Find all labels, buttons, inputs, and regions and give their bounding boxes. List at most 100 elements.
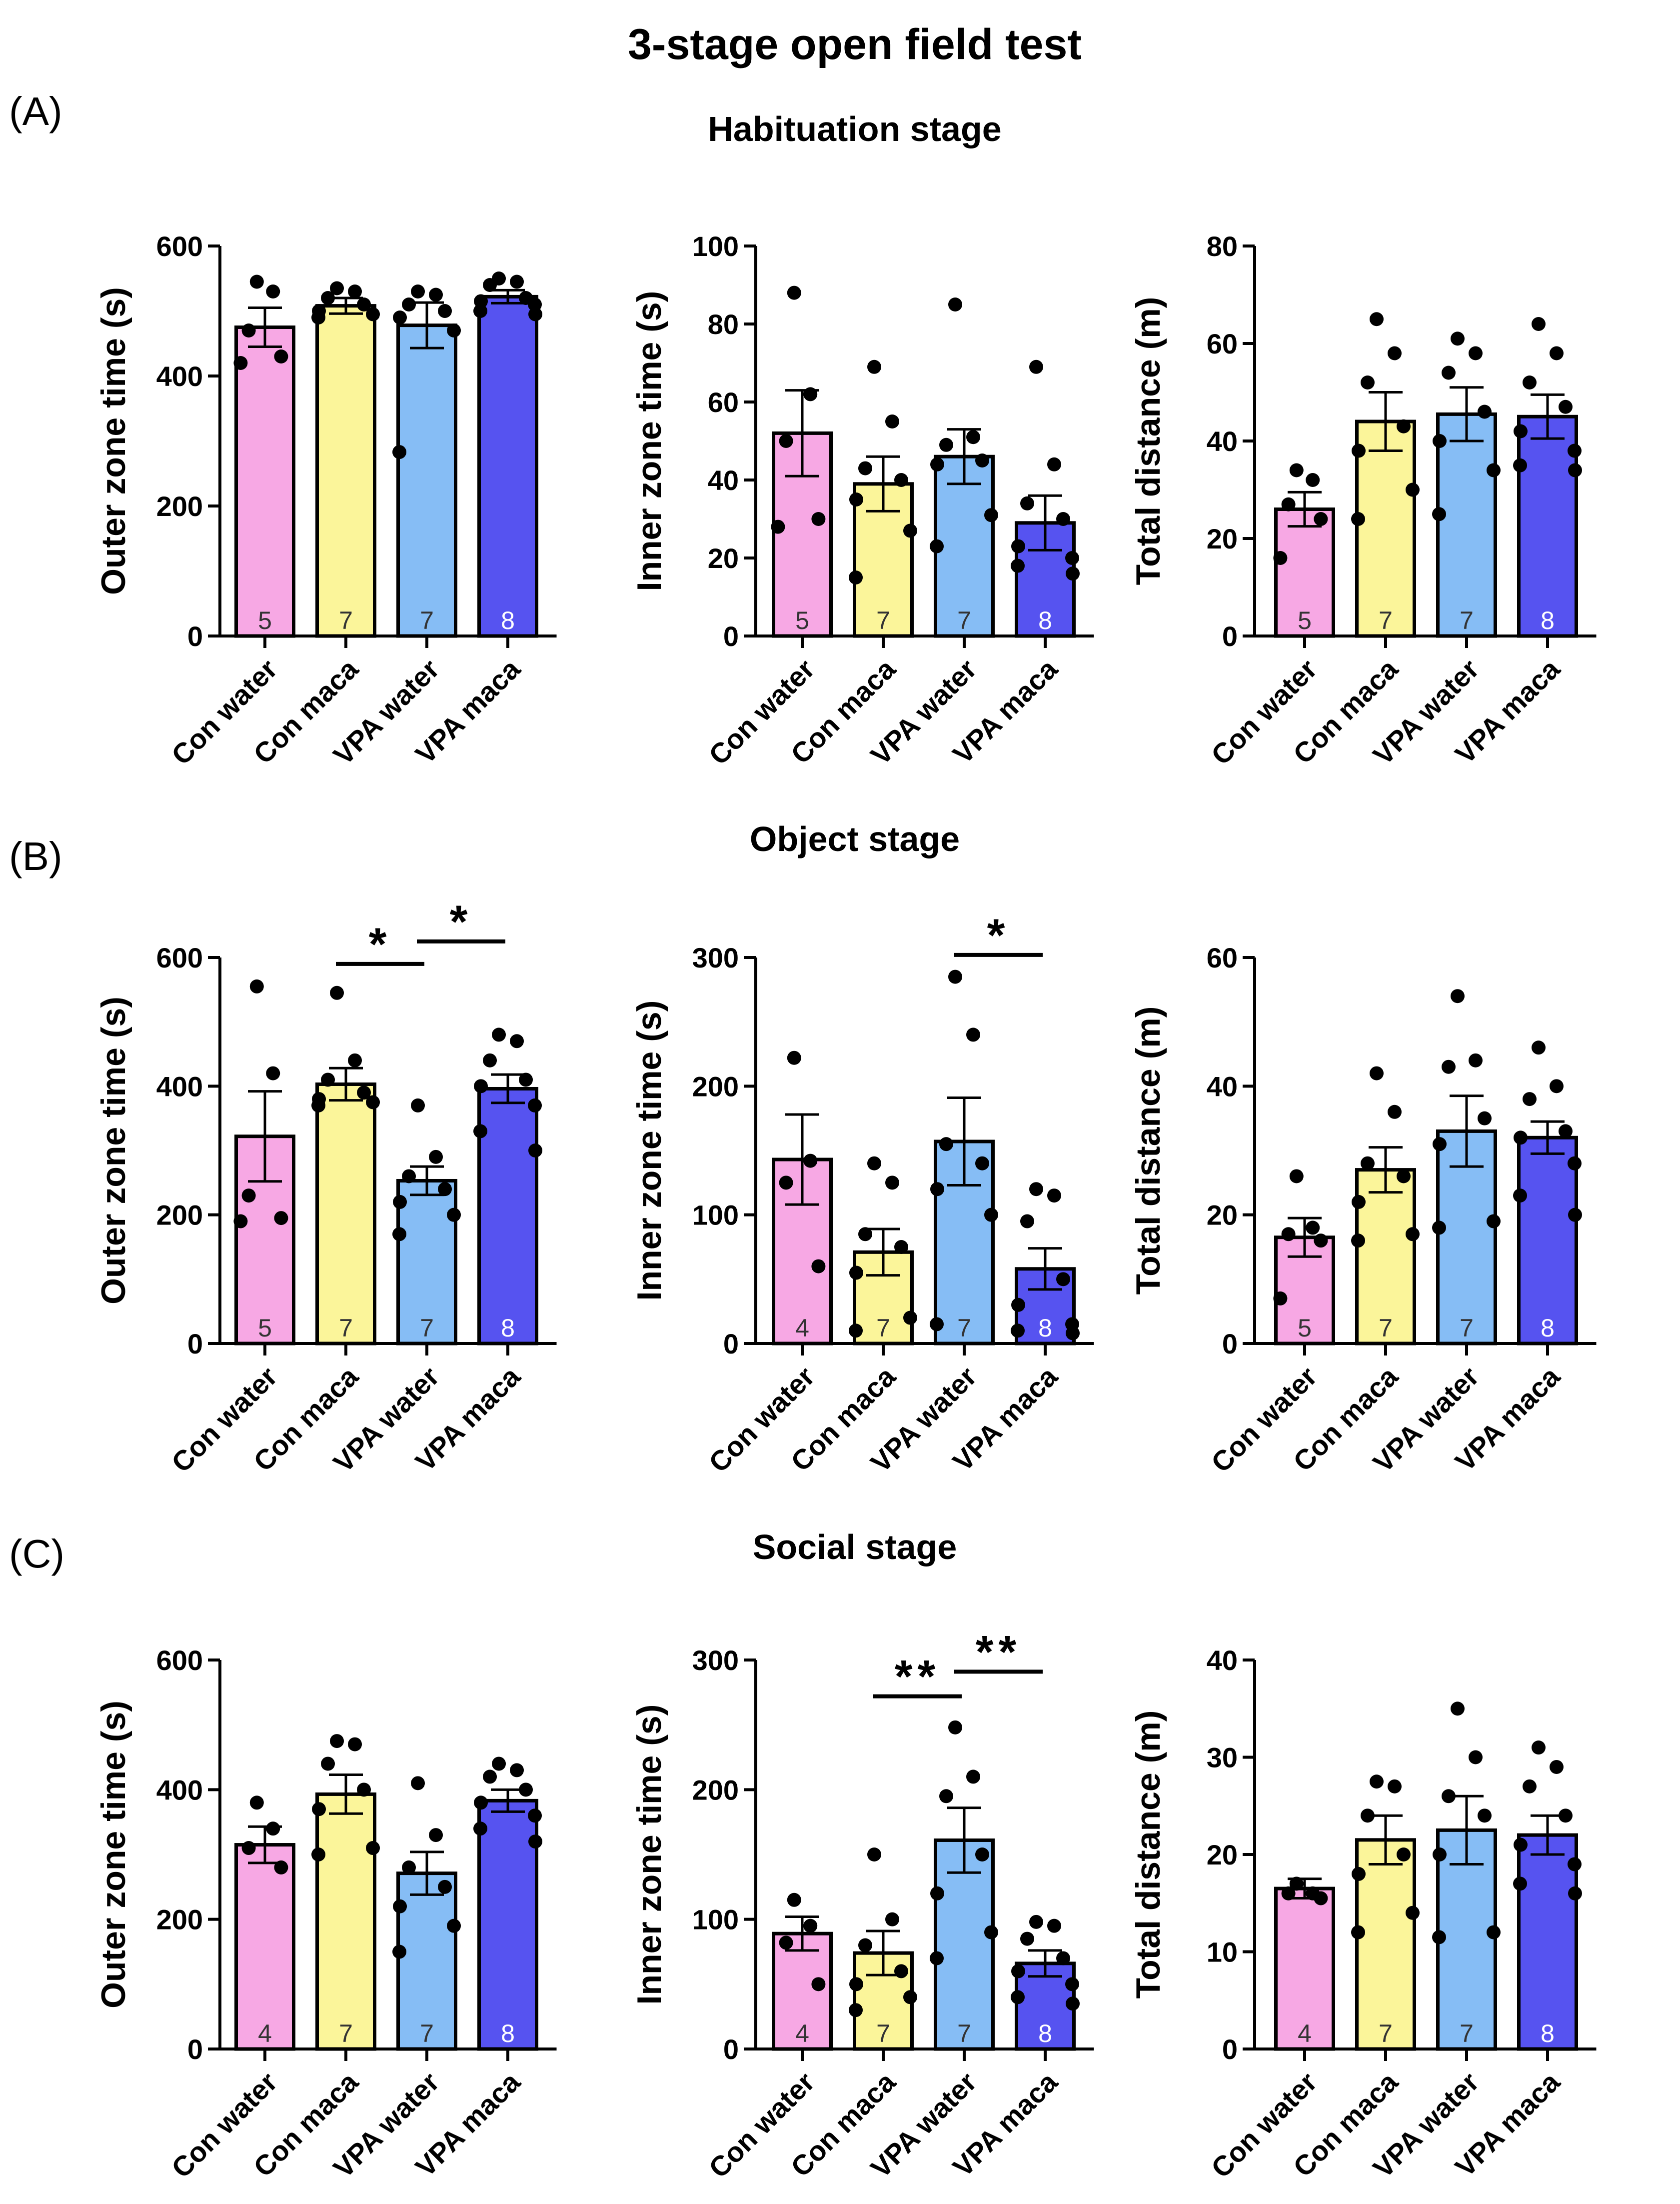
data-point <box>393 1194 407 1209</box>
data-point <box>1487 1214 1501 1228</box>
data-point <box>311 1848 325 1862</box>
data-point <box>1451 1702 1465 1716</box>
data-point <box>528 1144 542 1158</box>
data-point <box>1523 1092 1537 1106</box>
data-point <box>330 281 344 296</box>
data-point <box>321 1072 335 1087</box>
y-tick-label: 60 <box>1207 942 1238 974</box>
data-point <box>1020 1932 1034 1946</box>
data-point <box>438 304 452 318</box>
data-point <box>1047 1188 1061 1203</box>
data-point <box>1568 1208 1582 1222</box>
y-tick-label: 0 <box>1222 2034 1238 2065</box>
n-label: 7 <box>876 2020 890 2048</box>
data-point <box>984 508 998 522</box>
y-tick-label: 30 <box>1207 1742 1238 1774</box>
data-point <box>948 970 962 984</box>
data-point <box>1281 1227 1296 1242</box>
data-point <box>1314 1891 1328 1906</box>
y-tick-label: 0 <box>723 2034 739 2065</box>
n-label: 7 <box>957 606 971 634</box>
y-tick-label: 400 <box>156 1774 203 1806</box>
data-point <box>1029 360 1043 374</box>
data-point <box>393 310 407 324</box>
data-point <box>939 1789 953 1804</box>
data-point <box>1487 463 1501 478</box>
data-point <box>1523 1779 1537 1794</box>
data-point <box>1351 512 1365 526</box>
data-point <box>1352 1194 1366 1209</box>
data-point <box>894 473 908 487</box>
data-point <box>233 356 248 370</box>
data-point <box>1469 1053 1483 1068</box>
bar <box>1517 1136 1578 1346</box>
y-tick-label: 10 <box>1207 1936 1238 1968</box>
data-point <box>811 1259 826 1274</box>
data-point <box>1388 1104 1402 1119</box>
data-point <box>1451 989 1465 1004</box>
data-point <box>1432 507 1446 522</box>
data-point <box>1514 424 1528 438</box>
n-label: 7 <box>957 2020 971 2048</box>
n-label: 8 <box>1038 606 1052 634</box>
n-label: 7 <box>876 1314 890 1342</box>
significance-label: * <box>987 910 1010 961</box>
data-point <box>1066 1326 1080 1340</box>
data-point <box>1433 434 1447 448</box>
data-point <box>903 1990 917 2004</box>
data-point <box>392 1944 406 1959</box>
data-point <box>1432 1220 1446 1235</box>
significance-label: * <box>450 896 473 948</box>
y-axis-label: Outer zone time (s) <box>94 287 132 595</box>
n-label: 7 <box>1379 1314 1393 1342</box>
data-point <box>528 1808 542 1823</box>
y-tick-label: 0 <box>187 620 203 652</box>
n-label: 8 <box>1541 606 1555 634</box>
n-label: 7 <box>339 2020 353 2048</box>
data-point <box>1351 1925 1365 1940</box>
y-tick-label: 0 <box>187 1328 203 1360</box>
data-point <box>429 1150 443 1164</box>
data-point <box>241 324 256 338</box>
data-point <box>1568 1857 1582 1872</box>
data-point <box>1056 1272 1070 1286</box>
y-tick-label: 80 <box>708 308 739 340</box>
y-tick-label: 20 <box>1207 1839 1238 1870</box>
significance-label: * <box>369 919 392 970</box>
data-point <box>1388 1779 1402 1794</box>
data-point <box>1361 1808 1375 1823</box>
data-point <box>366 1841 380 1856</box>
data-point <box>1406 1227 1420 1242</box>
data-point <box>858 1227 872 1242</box>
data-point <box>411 284 425 298</box>
data-point <box>787 1050 801 1065</box>
y-tick-label: 20 <box>1207 523 1238 554</box>
y-tick-label: 200 <box>156 490 203 522</box>
y-tick-label: 100 <box>692 230 739 262</box>
data-point <box>1432 1930 1446 1944</box>
data-point <box>885 414 899 428</box>
data-point <box>348 284 362 298</box>
data-point <box>1406 482 1420 497</box>
data-point <box>930 539 944 554</box>
data-point <box>519 1072 533 1087</box>
data-point <box>867 1156 881 1170</box>
n-label: 8 <box>501 2020 515 2048</box>
y-tick-label: 300 <box>692 942 739 974</box>
y-tick-label: 40 <box>1207 1644 1238 1676</box>
data-point <box>1289 1169 1304 1184</box>
bar <box>1274 508 1335 638</box>
data-point <box>975 1156 989 1170</box>
y-axis-label: Inner zone time (s) <box>630 1000 668 1301</box>
data-point <box>492 1028 506 1042</box>
data-point <box>366 307 380 322</box>
data-point <box>1011 1964 1025 1978</box>
data-point <box>402 1169 416 1184</box>
data-point <box>1451 332 1465 346</box>
data-point <box>266 1066 280 1080</box>
data-point <box>483 1770 497 1784</box>
data-point <box>948 1720 962 1734</box>
bar <box>1355 1838 1416 2051</box>
n-label: 5 <box>258 606 272 634</box>
